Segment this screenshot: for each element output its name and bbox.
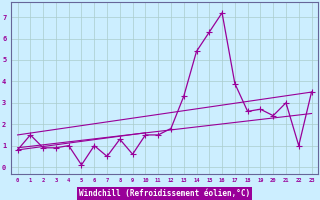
X-axis label: Windchill (Refroidissement éolien,°C): Windchill (Refroidissement éolien,°C) xyxy=(79,189,250,198)
